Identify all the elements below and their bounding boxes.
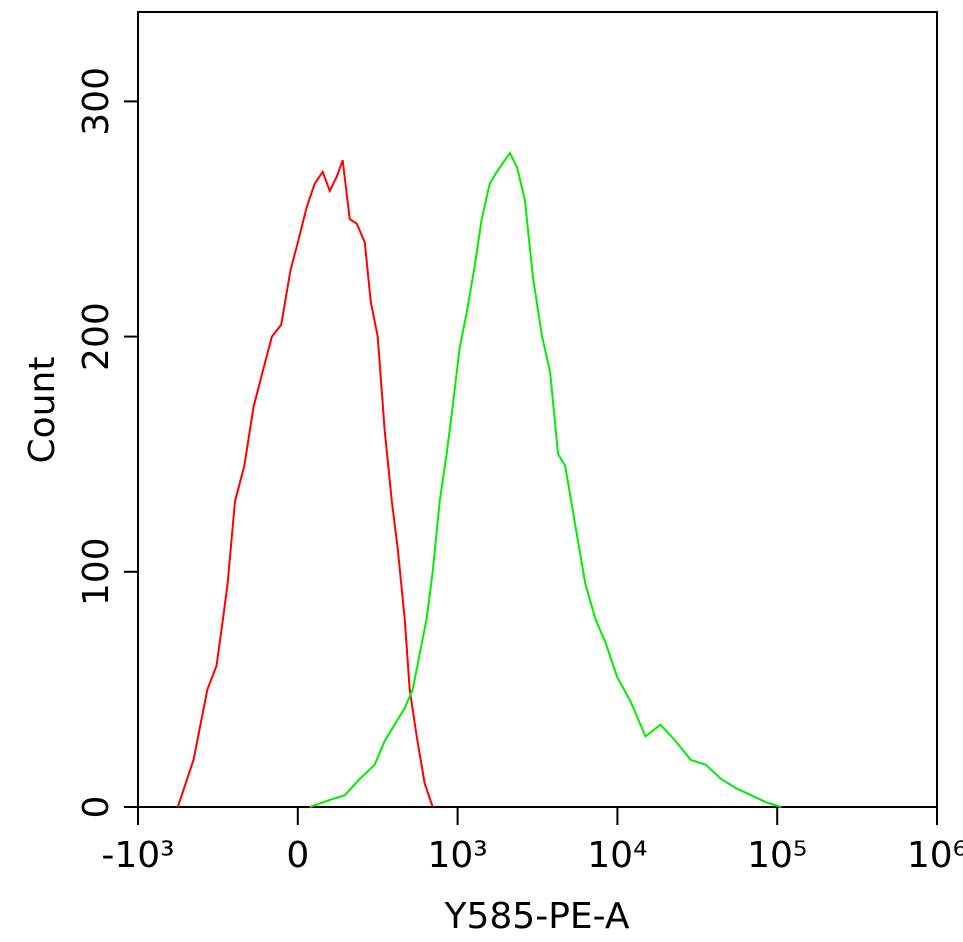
y-axis-label: Count — [22, 357, 63, 464]
x-tick-label: 10³ — [427, 835, 487, 876]
histogram-line — [309, 151, 782, 808]
x-tick-label: 10⁵ — [747, 835, 807, 876]
plot-frame — [137, 11, 938, 808]
x-tick-label: -10³ — [101, 835, 174, 876]
x-tick-label: 0 — [286, 835, 309, 876]
x-tick-label: 10⁴ — [587, 835, 647, 876]
histogram-line — [176, 159, 434, 808]
x-axis-label: Y585-PE-A — [444, 896, 630, 937]
y-tick-label: 300 — [76, 67, 117, 136]
y-tick-label: 200 — [76, 302, 117, 371]
y-tick-label: 100 — [76, 537, 117, 606]
x-tick-label: 10⁶ — [907, 835, 963, 876]
y-tick-label: 0 — [76, 796, 117, 819]
